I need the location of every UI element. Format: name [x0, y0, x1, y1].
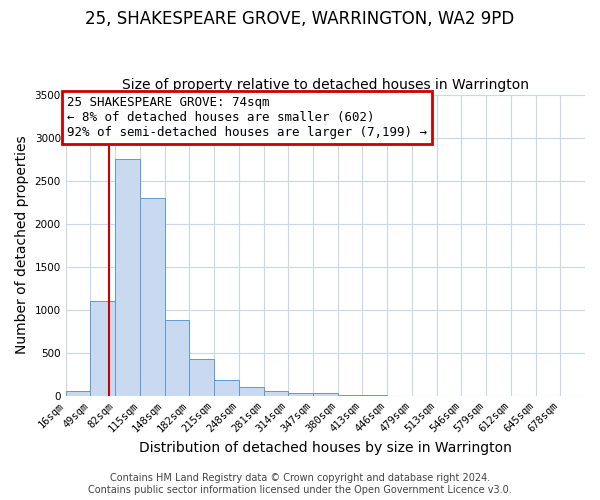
Title: Size of property relative to detached houses in Warrington: Size of property relative to detached ho… [122, 78, 529, 92]
Text: 25 SHAKESPEARE GROVE: 74sqm
← 8% of detached houses are smaller (602)
92% of sem: 25 SHAKESPEARE GROVE: 74sqm ← 8% of deta… [67, 96, 427, 139]
Bar [263, 392, 288, 396]
Bar [164, 320, 190, 396]
Bar [115, 159, 140, 396]
Text: Contains HM Land Registry data © Crown copyright and database right 2024.
Contai: Contains HM Land Registry data © Crown c… [88, 474, 512, 495]
X-axis label: Distribution of detached houses by size in Warrington: Distribution of detached houses by size … [139, 441, 512, 455]
Bar [288, 393, 313, 396]
Bar [313, 394, 338, 396]
Text: 25, SHAKESPEARE GROVE, WARRINGTON, WA2 9PD: 25, SHAKESPEARE GROVE, WARRINGTON, WA2 9… [85, 10, 515, 28]
Bar [140, 198, 164, 396]
Bar [214, 380, 239, 396]
Bar [239, 388, 263, 396]
Bar [91, 301, 115, 396]
Bar [65, 392, 91, 396]
Y-axis label: Number of detached properties: Number of detached properties [15, 136, 29, 354]
Bar [190, 358, 214, 396]
